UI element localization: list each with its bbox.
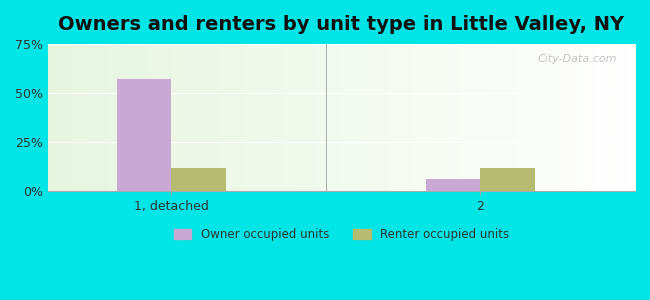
Bar [426,179,480,191]
Bar [480,167,534,191]
Bar [172,167,226,191]
Legend: Owner occupied units, Renter occupied units: Owner occupied units, Renter occupied un… [169,224,514,246]
Title: Owners and renters by unit type in Little Valley, NY: Owners and renters by unit type in Littl… [58,15,625,34]
Bar [118,79,172,191]
Text: City-Data.com: City-Data.com [538,54,617,64]
